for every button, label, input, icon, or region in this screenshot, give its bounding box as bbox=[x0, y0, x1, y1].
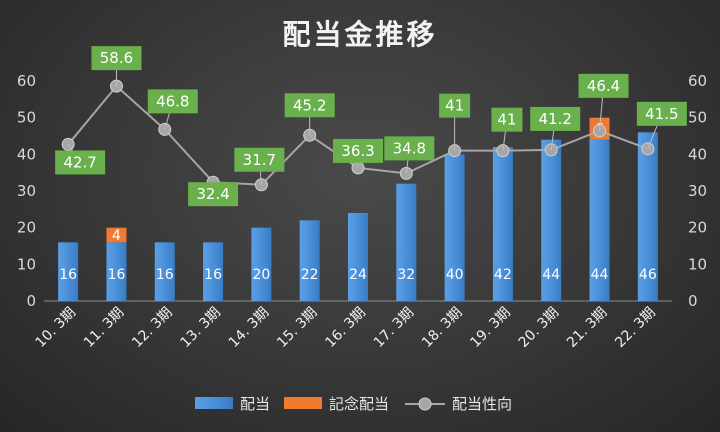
bar bbox=[541, 139, 562, 301]
x-tick: 13. 3期 bbox=[178, 305, 224, 351]
line-label-box bbox=[188, 182, 239, 207]
bar-label: 16 bbox=[59, 267, 77, 283]
y-axis-left: 0 10 20 30 40 50 60 bbox=[17, 72, 36, 310]
bar bbox=[444, 154, 465, 301]
y-tick-right: 20 bbox=[688, 219, 707, 237]
line-label: 34.8 bbox=[393, 139, 426, 157]
line-label-box bbox=[55, 150, 106, 175]
bar-label: 44 bbox=[591, 267, 609, 283]
legend-label-payout: 配当性向 bbox=[452, 395, 512, 413]
line-label: 58.6 bbox=[100, 49, 133, 67]
x-tick: 18. 3期 bbox=[419, 305, 465, 351]
line-label: 42.7 bbox=[63, 153, 96, 171]
line-label-box bbox=[91, 46, 142, 71]
x-axis: 10. 3期 11. 3期 12. 3期 13. 3期 14. 3期 15. 3期 16. … bbox=[33, 305, 659, 351]
y-axis-right: 0 10 20 30 40 50 60 bbox=[688, 72, 707, 310]
line-label: 41 bbox=[445, 97, 464, 115]
line-label: 45.2 bbox=[293, 96, 326, 114]
x-tick: 17. 3期 bbox=[371, 305, 417, 351]
line-series: 42.7 58.6 46.8 32.4 31.7 45.2 36.3 34.8 41 41 41.2… bbox=[55, 46, 687, 207]
y-tick-right: 50 bbox=[688, 109, 707, 127]
x-tick: 19. 3期 bbox=[467, 305, 513, 351]
bar-label: 16 bbox=[156, 267, 174, 283]
bar-extra-label: 4 bbox=[112, 228, 121, 244]
bar bbox=[58, 242, 79, 301]
x-tick: 11. 3期 bbox=[81, 305, 127, 351]
line-label: 41 bbox=[497, 111, 516, 129]
x-tick: 20. 3期 bbox=[516, 305, 562, 351]
x-tick: 16. 3期 bbox=[322, 305, 368, 351]
bar-label: 40 bbox=[446, 267, 464, 283]
bar-label: 32 bbox=[397, 267, 415, 283]
bar-label: 16 bbox=[204, 267, 222, 283]
bar bbox=[203, 242, 224, 301]
line-label-box bbox=[234, 147, 285, 172]
bar-label: 46 bbox=[639, 267, 657, 283]
line-label: 41.2 bbox=[539, 110, 572, 128]
y-tick-right: 60 bbox=[688, 72, 707, 90]
bar-label: 44 bbox=[542, 267, 560, 283]
legend-swatch-dividend bbox=[195, 397, 233, 409]
bar bbox=[106, 242, 127, 301]
line-label-box bbox=[439, 93, 471, 118]
bar-label: 16 bbox=[108, 267, 126, 283]
bar-extra bbox=[106, 227, 127, 243]
legend-label-commemorative: 記念配当 bbox=[329, 395, 389, 413]
bar bbox=[492, 147, 513, 301]
y-tick-left: 40 bbox=[17, 145, 36, 163]
bar bbox=[396, 183, 417, 301]
x-tick: 14. 3期 bbox=[226, 305, 272, 351]
line-label: 36.3 bbox=[341, 142, 374, 160]
line-label: 46.4 bbox=[587, 77, 620, 95]
legend-swatch-commemorative bbox=[284, 397, 322, 409]
bar bbox=[589, 139, 610, 301]
line-label-box bbox=[636, 101, 687, 126]
bar bbox=[348, 213, 368, 301]
bar-label: 24 bbox=[349, 267, 367, 283]
y-tick-left: 30 bbox=[17, 182, 36, 200]
y-tick-left: 60 bbox=[17, 72, 36, 90]
line-label-box bbox=[530, 106, 581, 131]
line-label-box bbox=[491, 107, 523, 132]
bar-label: 42 bbox=[494, 267, 512, 283]
legend: 配当 記念配当 配当性向 bbox=[195, 395, 512, 413]
line-label: 32.4 bbox=[196, 185, 229, 203]
bar-label: 22 bbox=[301, 267, 319, 283]
bar bbox=[637, 132, 658, 301]
bar bbox=[299, 220, 320, 301]
line-label: 41.5 bbox=[645, 105, 678, 123]
line-label: 31.7 bbox=[243, 151, 276, 169]
x-tick: 10. 3期 bbox=[33, 305, 79, 351]
y-tick-right: 10 bbox=[688, 255, 707, 273]
x-tick: 21. 3期 bbox=[564, 305, 610, 351]
line-label-box bbox=[578, 73, 629, 98]
line-label: 46.8 bbox=[156, 92, 189, 110]
y-tick-left: 10 bbox=[17, 255, 36, 273]
chart-title: 配当金推移 bbox=[282, 18, 437, 51]
bar-series: 1641616162022243240424464446 bbox=[58, 117, 658, 301]
y-tick-right: 0 bbox=[688, 292, 698, 310]
legend-swatch-payout-marker bbox=[418, 397, 432, 411]
y-tick-left: 50 bbox=[17, 109, 36, 127]
line-label-box bbox=[147, 89, 198, 114]
x-tick: 22. 3期 bbox=[612, 305, 658, 351]
y-tick-left: 20 bbox=[17, 219, 36, 237]
y-tick-left: 0 bbox=[26, 292, 36, 310]
x-tick: 15. 3期 bbox=[274, 305, 320, 351]
line-label-box bbox=[333, 138, 383, 163]
y-tick-right: 30 bbox=[688, 182, 707, 200]
line-label-box bbox=[284, 93, 335, 118]
bar bbox=[251, 227, 272, 301]
x-tick: 12. 3期 bbox=[129, 305, 175, 351]
bar bbox=[154, 242, 175, 301]
y-tick-right: 40 bbox=[688, 145, 707, 163]
line-label-box bbox=[384, 136, 435, 161]
bar-label: 20 bbox=[252, 267, 270, 283]
legend-label-dividend: 配当 bbox=[240, 395, 270, 413]
